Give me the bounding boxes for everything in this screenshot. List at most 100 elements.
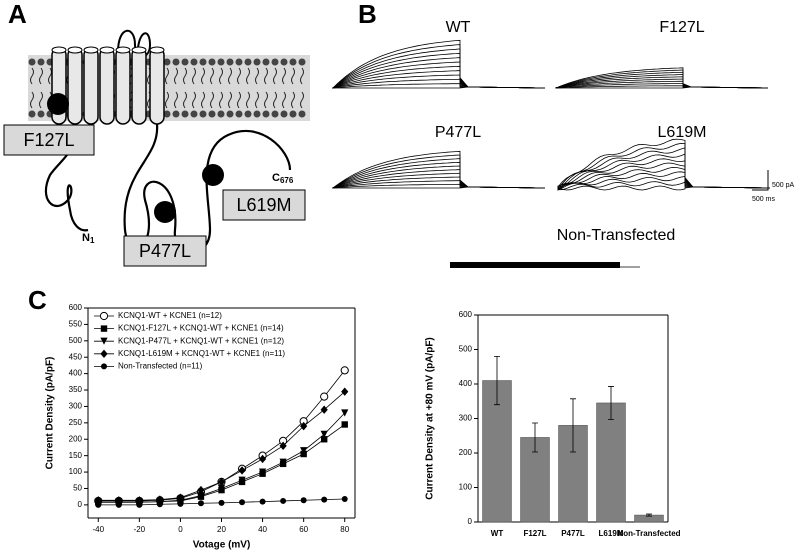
marker xyxy=(95,501,102,508)
current-trace xyxy=(557,138,771,189)
current-trace xyxy=(557,166,771,189)
current-trace xyxy=(557,162,771,189)
legend-marker xyxy=(99,311,109,321)
lipid-head xyxy=(271,110,279,118)
lipid-head xyxy=(172,58,180,66)
lipid-tail xyxy=(237,91,241,109)
panel-label: C xyxy=(28,285,47,315)
mutation-site xyxy=(47,93,69,115)
lipid-tail xyxy=(237,67,241,85)
lipid-tail xyxy=(39,67,43,85)
trace-label: P477L xyxy=(435,124,481,141)
helix-top xyxy=(115,46,131,54)
legend-marker xyxy=(101,363,107,370)
y-axis-label: Current Density (pA/pF) xyxy=(45,357,56,470)
lipid-head xyxy=(181,110,189,118)
y-tick-label: 0 xyxy=(468,517,473,526)
marker xyxy=(156,495,164,504)
lipid-head xyxy=(244,58,252,66)
legend-label: KCNQ1-L619M + KCNQ1-WT + KCNE1 (n=11) xyxy=(118,349,285,358)
lipid-head xyxy=(163,58,171,66)
current-traces: WT F127L P477L L619M Non-Transfected 500 pA 50… xyxy=(332,19,795,268)
marker xyxy=(340,366,349,375)
current-trace xyxy=(332,176,546,189)
lipid-tail xyxy=(300,91,304,109)
current-trace xyxy=(557,181,771,191)
marker xyxy=(197,500,204,507)
marker xyxy=(321,496,328,503)
trace-label: Non-Transfected xyxy=(557,227,676,244)
current-trace xyxy=(332,169,546,189)
lipid-tail xyxy=(183,91,187,109)
lipid-tail xyxy=(48,67,52,85)
lipid-head xyxy=(208,110,216,118)
current-trace xyxy=(332,186,546,189)
y-tick-label: 300 xyxy=(459,414,473,423)
error-bar xyxy=(570,398,576,453)
lipid-head xyxy=(298,110,306,118)
current-trace xyxy=(332,52,546,89)
x-axis-label: Votage (mV) xyxy=(193,540,251,551)
lipid-tail xyxy=(219,91,223,109)
legend-marker xyxy=(100,337,108,345)
y-tick-label: 450 xyxy=(69,352,83,361)
legend-label: Non-Transfected (n=11) xyxy=(118,362,203,371)
helix-top xyxy=(83,46,99,54)
helix-top xyxy=(131,46,147,54)
y-tick-label: 200 xyxy=(459,448,473,457)
lipid-tail xyxy=(192,67,196,85)
y-tick-label: 100 xyxy=(459,483,473,492)
x-tick-label: 20 xyxy=(217,525,226,534)
lipid-head xyxy=(217,58,225,66)
lipid-tail xyxy=(291,91,295,109)
lipid-tail xyxy=(300,67,304,85)
marker xyxy=(217,477,226,487)
current-trace xyxy=(332,158,546,189)
marker xyxy=(300,421,308,431)
lipid-tail xyxy=(246,91,250,109)
current-trace xyxy=(555,86,769,89)
x-tick-label: -20 xyxy=(134,525,146,534)
marker xyxy=(300,447,308,455)
helix xyxy=(67,47,83,125)
lipid-tail xyxy=(174,91,178,109)
scale-label: 500 pA xyxy=(772,182,795,189)
trace-label: F127L xyxy=(659,19,704,36)
mutation-site xyxy=(154,201,176,223)
marker xyxy=(197,492,205,500)
marker xyxy=(320,436,328,443)
helix xyxy=(131,47,147,125)
current-trace xyxy=(332,65,546,89)
y-tick-label: 550 xyxy=(69,320,83,329)
current-trace xyxy=(555,78,769,89)
current-trace xyxy=(450,262,620,268)
current-trace xyxy=(332,44,546,89)
current-trace xyxy=(555,69,769,89)
y-tick-label: 200 xyxy=(69,434,83,443)
lipid-head xyxy=(226,58,234,66)
current-trace xyxy=(332,70,546,89)
terminus-label: N1 xyxy=(82,232,95,245)
lipid-head xyxy=(244,110,252,118)
current-trace xyxy=(332,161,546,189)
lipid-head xyxy=(190,58,198,66)
x-tick-label: L619M xyxy=(599,529,624,538)
error-bar xyxy=(608,386,614,420)
marker xyxy=(259,498,266,505)
lipid-tail xyxy=(264,67,268,85)
y-tick-label: 50 xyxy=(73,484,82,493)
marker xyxy=(279,441,287,451)
helix-top xyxy=(99,46,115,54)
y-tick-label: 600 xyxy=(69,303,83,312)
marker xyxy=(300,497,307,504)
mutation-label: P477L xyxy=(139,241,191,261)
lipid-tail xyxy=(291,67,295,85)
lipid-head xyxy=(226,110,234,118)
helix-top xyxy=(51,46,67,54)
current-trace xyxy=(332,183,546,189)
marker xyxy=(218,499,225,506)
lipid-head xyxy=(172,110,180,118)
current-trace xyxy=(555,83,769,89)
x-tick-label: 60 xyxy=(299,525,308,534)
